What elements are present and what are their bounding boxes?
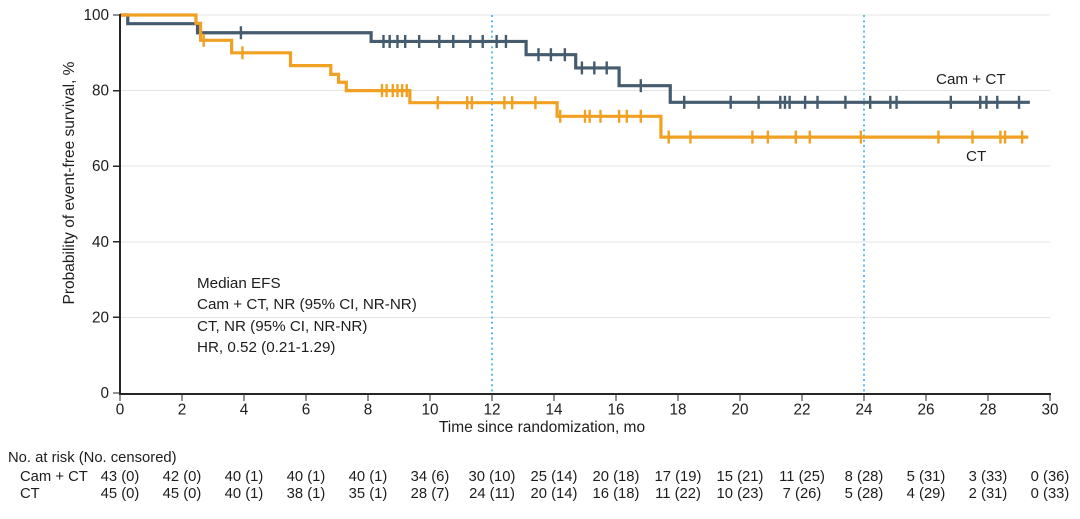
risk-cell: 43 (0) (100, 469, 140, 485)
risk-cell: 45 (0) (162, 486, 202, 502)
axes (119, 14, 1051, 395)
risk-cell: 2 (31) (968, 486, 1008, 502)
risk-cell: 3 (33) (968, 469, 1008, 485)
y-axis-ticks: 0 20 40 60 80 100 (83, 7, 119, 402)
y-tick-label: 40 (92, 234, 109, 251)
risk-cell: 20 (14) (530, 486, 578, 502)
y-tick-label: 60 (92, 158, 109, 175)
x-tick-label: 20 (731, 402, 748, 419)
gridlines (120, 14, 1050, 318)
x-axis-ticks: 0 2 4 6 8 10 12 14 16 18 20 22 24 26 28 30 (116, 394, 1059, 419)
censor-ticks-camct (239, 26, 1021, 109)
risk-cell: 24 (11) (469, 486, 515, 502)
risk-cell: 10 (23) (716, 486, 764, 502)
risk-cell: 45 (0) (100, 486, 140, 502)
curve-label-ct: CT (966, 148, 987, 165)
y-axis-title: Probability of event-free survival, % (61, 61, 78, 305)
risk-cell: 40 (1) (348, 469, 388, 485)
series-ct (120, 13, 1029, 144)
curve-label-camct: Cam + CT (936, 71, 1006, 88)
x-tick-label: 16 (607, 402, 624, 419)
risk-cell: 15 (21) (716, 469, 764, 485)
censor-ticks-ct (202, 33, 1024, 144)
risk-cell: 28 (7) (410, 486, 450, 502)
risk-cell: 5 (28) (844, 486, 884, 502)
risk-cell: 5 (31) (906, 469, 946, 485)
x-tick-label: 28 (979, 402, 996, 419)
x-tick-label: 8 (364, 402, 373, 419)
risk-cell: 11 (22) (655, 486, 701, 502)
x-tick-label: 26 (917, 402, 934, 419)
risk-cell: 35 (1) (348, 486, 388, 502)
risk-cell: 38 (1) (286, 486, 326, 502)
risk-cell: 42 (0) (162, 469, 202, 485)
x-tick-label: 4 (240, 402, 249, 419)
annotation-line-median-efs: Median EFS (197, 275, 281, 292)
y-tick-label: 20 (92, 309, 109, 326)
risk-cell: 20 (18) (592, 469, 640, 485)
x-tick-label: 22 (793, 402, 810, 419)
risk-row-camct: Cam + CT 43 (0) 42 (0) 40 (1) 40 (1) 40 (1) 34… (0, 469, 1080, 486)
x-tick-label: 24 (855, 402, 873, 419)
risk-table-header: No. at risk (No. censored) (8, 450, 177, 466)
risk-row-ct: CT 45 (0) 45 (0) 40 (1) 38 (1) 35 (1) 28 (7) 24… (0, 486, 1080, 503)
annotation-line-hr: HR, 0.52 (0.21-1.29) (197, 339, 336, 357)
risk-cell: 40 (1) (286, 469, 326, 485)
series-camct (120, 13, 1030, 109)
x-tick-label: 10 (421, 402, 438, 419)
annotation-line-camct: Cam + CT, NR (95% CI, NR-NR) (197, 296, 417, 314)
x-tick-label: 30 (1041, 402, 1058, 419)
x-tick-label: 0 (116, 402, 125, 419)
risk-cell: 4 (29) (906, 486, 946, 502)
risk-row-label: Cam + CT (20, 469, 88, 485)
x-tick-label: 6 (302, 402, 311, 419)
reference-lines (491, 15, 865, 393)
risk-cell: 7 (26) (782, 486, 822, 502)
risk-cell: 16 (18) (592, 486, 640, 502)
risk-cell: 30 (10) (468, 469, 516, 485)
risk-cell: 0 (36) (1030, 469, 1070, 485)
risk-cell: 17 (19) (654, 469, 702, 485)
y-tick-label: 0 (100, 385, 109, 402)
risk-cell: 34 (6) (410, 469, 450, 485)
risk-cell: 40 (1) (224, 469, 264, 485)
x-tick-label: 14 (545, 402, 563, 419)
risk-cell: 0 (33) (1030, 486, 1070, 502)
risk-row-label: CT (20, 486, 40, 502)
x-tick-label: 2 (178, 402, 187, 419)
risk-cell: 8 (28) (844, 469, 884, 485)
x-axis-title: Time since randomization, mo (438, 419, 646, 436)
x-tick-label: 12 (483, 402, 500, 419)
median-efs-annotation: Median EFS Cam + CT, NR (95% CI, NR-NR) … (197, 273, 417, 359)
risk-cell: 25 (14) (530, 469, 578, 485)
risk-cell: 11 (25) (779, 469, 825, 485)
y-tick-label: 80 (92, 83, 109, 100)
series-line-ct (120, 13, 1029, 139)
risk-cell: 40 (1) (224, 486, 264, 502)
series-line-camct (120, 13, 1030, 104)
y-tick-label: 100 (83, 7, 109, 24)
annotation-line-ct: CT, NR (95% CI, NR-NR) (197, 317, 368, 335)
x-tick-label: 18 (669, 402, 686, 419)
